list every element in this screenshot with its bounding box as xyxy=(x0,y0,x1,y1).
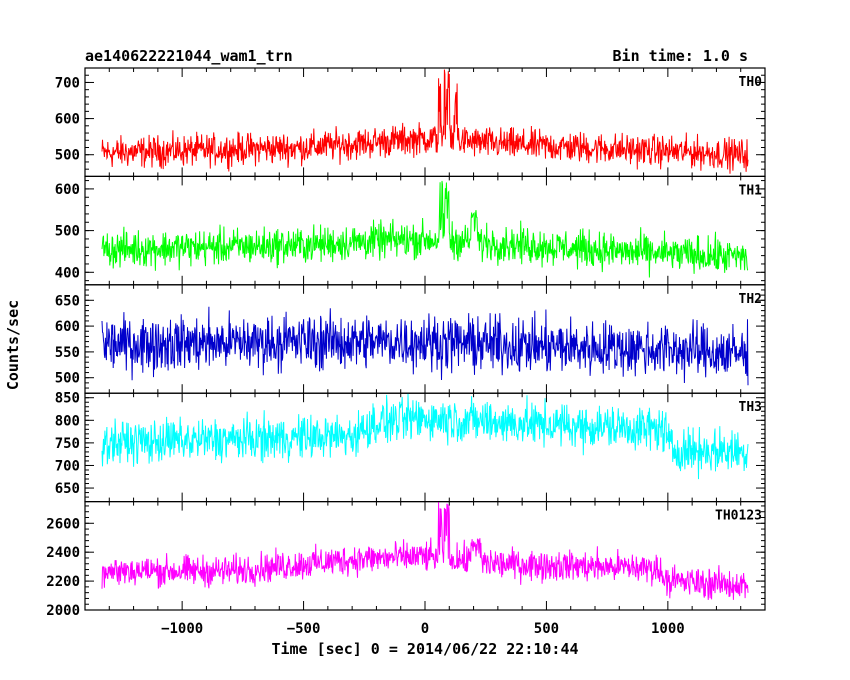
y-tick-label: 800 xyxy=(55,413,80,429)
y-tick-label: 650 xyxy=(55,481,80,497)
y-tick-label: 2200 xyxy=(46,574,80,590)
y-tick-label: 400 xyxy=(55,265,80,281)
y-tick-label: 2000 xyxy=(46,603,80,619)
y-tick-label: 600 xyxy=(55,182,80,198)
panels-group: 500 600 700 TH0 400 500 600 TH1 500 550 600 650 TH2 6… xyxy=(46,67,766,619)
x-axis: −1000 −500 0 500 1000 xyxy=(161,621,685,637)
y-tick-label: 700 xyxy=(55,458,80,474)
panel-th0: 500 600 700 TH0 xyxy=(55,67,766,178)
y-tick-label: 700 xyxy=(55,75,80,91)
y-tick-label: 750 xyxy=(55,436,80,452)
panel-frame xyxy=(84,175,766,286)
y-tick-label: 500 xyxy=(55,371,80,387)
series-line-th2 xyxy=(101,306,749,386)
panel-th2: 500 550 600 650 TH2 xyxy=(55,284,766,394)
x-axis-label: Time [sec] 0 = 2014/06/22 22:10:44 xyxy=(271,640,578,658)
x-tick-label: 1000 xyxy=(651,621,685,637)
x-tick-label: −1000 xyxy=(161,621,203,637)
panel-label-th0123: TH0123 xyxy=(715,509,762,524)
y-tick-label: 500 xyxy=(55,148,80,164)
y-tick-label: 500 xyxy=(55,224,80,240)
bin-time-label: Bin time: 1.0 s xyxy=(613,47,748,65)
panel-th0123: 2000 2200 2400 2600 TH0123 xyxy=(46,501,766,619)
y-tick-label: 650 xyxy=(55,293,80,309)
series-line-th0 xyxy=(101,69,749,174)
series-line-th0123 xyxy=(101,501,749,600)
y-tick-label: 600 xyxy=(55,112,80,128)
panel-th3: 650 700 750 800 850 TH3 xyxy=(55,391,766,503)
series-line-th3 xyxy=(101,393,749,480)
y-tick-label: 550 xyxy=(55,345,80,361)
y-tick-label: 2400 xyxy=(46,545,80,561)
x-tick-label: 0 xyxy=(421,621,429,637)
x-tick-label: 500 xyxy=(534,621,559,637)
series-line-th1 xyxy=(101,180,749,278)
y-tick-label: 600 xyxy=(55,319,80,335)
panel-label-th2: TH2 xyxy=(739,292,762,307)
y-tick-label: 2600 xyxy=(46,516,80,532)
panel-label-th0: TH0 xyxy=(739,75,763,90)
y-tick-label: 850 xyxy=(55,391,80,407)
panel-label-th3: TH3 xyxy=(739,400,762,415)
chart-title: ae140622221044_wam1_trn xyxy=(85,47,293,65)
x-tick-label: −500 xyxy=(287,621,321,637)
y-axis-label: Counts/sec xyxy=(4,300,22,390)
panel-label-th1: TH1 xyxy=(739,183,763,198)
panel-th1: 400 500 600 TH1 xyxy=(55,175,766,286)
